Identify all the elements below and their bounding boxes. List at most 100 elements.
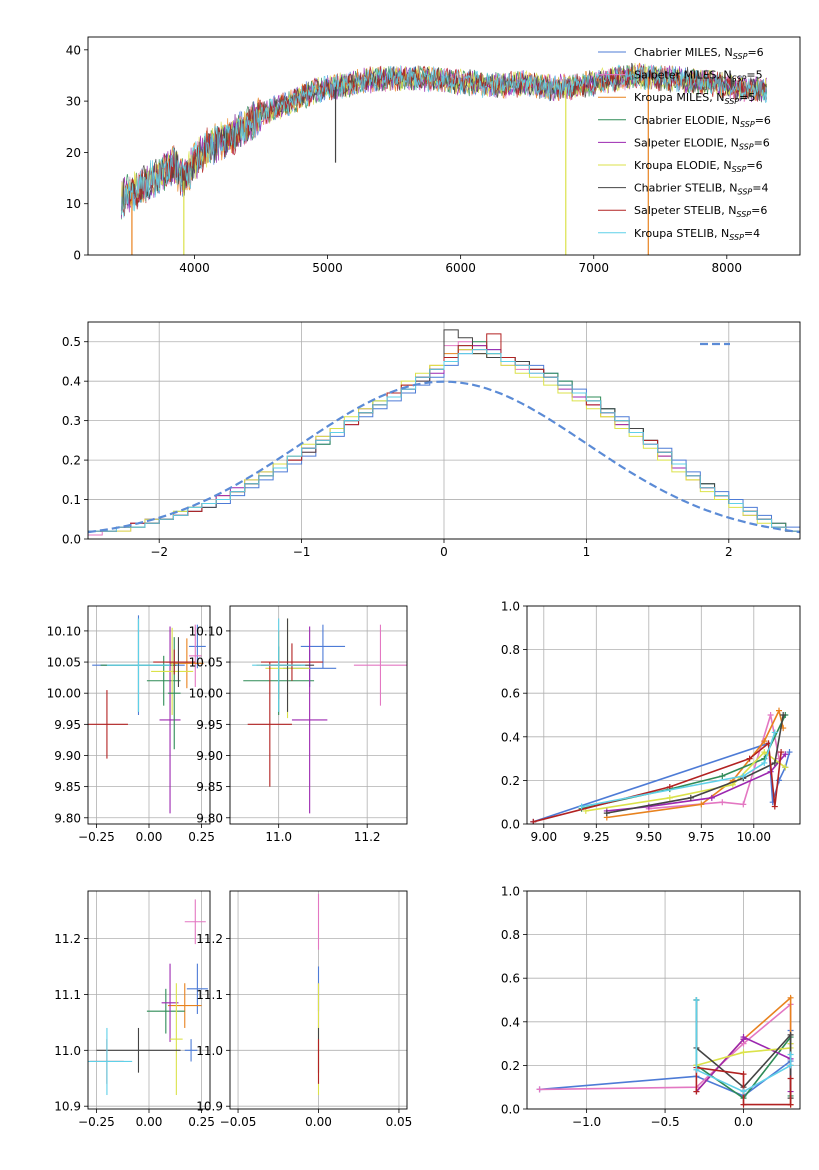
y-tick-label: 9.95 bbox=[54, 718, 81, 732]
y-tick-label: 0.8 bbox=[501, 928, 520, 942]
data-point bbox=[740, 1071, 747, 1078]
data-point bbox=[740, 1049, 747, 1056]
plot-area bbox=[120, 62, 768, 255]
chart-z-weight: −1.0 −0.5 0.0 0.0 0.2 0.4 0.6 0.8 1.0 bbox=[501, 885, 801, 1129]
x-tick-label: −2 bbox=[150, 545, 168, 559]
data-point bbox=[708, 794, 715, 801]
data-point bbox=[780, 712, 787, 718]
y-tick-label: 9.80 bbox=[196, 811, 223, 825]
y-tick-label: 10 bbox=[66, 197, 81, 211]
x-tick-label: 10.00 bbox=[737, 830, 771, 844]
y-tick-label: 11.2 bbox=[196, 932, 223, 946]
x-tick-label: 11.0 bbox=[265, 830, 292, 844]
weight-line bbox=[581, 732, 776, 808]
data-point bbox=[786, 749, 793, 756]
legend-label: Chabrier STELIB, NSSP=4 bbox=[634, 182, 768, 197]
x-tick-label: −1.0 bbox=[572, 1115, 601, 1129]
y-tick-label: 0.4 bbox=[501, 730, 520, 744]
chart-mass-age: 11.0 11.2 9.80 9.85 9.90 9.95 10.00 10.05 10.10 bbox=[189, 605, 408, 844]
axes-frame bbox=[229, 605, 408, 825]
data-point bbox=[761, 749, 768, 756]
y-tick-label: 11.1 bbox=[196, 988, 223, 1002]
axes-frame bbox=[229, 890, 408, 1110]
histogram-step bbox=[88, 349, 800, 539]
histogram-step bbox=[88, 345, 800, 539]
y-tick-label: 11.2 bbox=[54, 932, 81, 946]
data-point bbox=[787, 1101, 794, 1108]
x-tick-label: −0.5 bbox=[650, 1115, 679, 1129]
data-point bbox=[693, 1066, 700, 1073]
x-tick-label: 2 bbox=[725, 545, 733, 559]
y-tick-label: 0.4 bbox=[62, 375, 81, 389]
y-tick-label: 10.10 bbox=[189, 624, 223, 638]
data-point bbox=[761, 759, 768, 766]
y-tick-label: 0.8 bbox=[501, 643, 520, 657]
data-point bbox=[687, 794, 694, 801]
plot-area bbox=[536, 994, 794, 1108]
y-tick-label: 9.80 bbox=[54, 811, 81, 825]
weight-line bbox=[533, 741, 782, 823]
y-tick-label: 9.85 bbox=[196, 780, 223, 794]
x-tick-label: −0.25 bbox=[78, 830, 115, 844]
y-tick-label: 1.0 bbox=[501, 600, 520, 614]
plot-area bbox=[88, 899, 208, 1096]
data-point bbox=[578, 803, 585, 810]
x-tick-label: 6000 bbox=[445, 261, 476, 275]
y-tick-label: 0.4 bbox=[501, 1015, 520, 1029]
chart-residuals: −2 −1 0 1 2 0.0 0.1 0.2 0.3 0.4 0.5 bbox=[62, 321, 801, 559]
legend-label: Kroupa STELIB, NSSP=4 bbox=[634, 227, 760, 242]
data-point bbox=[767, 712, 774, 718]
y-tick-label: 10.05 bbox=[47, 656, 81, 670]
data-point bbox=[761, 738, 768, 745]
y-tick-label: 10.00 bbox=[189, 687, 223, 701]
y-tick-label: 11.0 bbox=[54, 1044, 81, 1058]
axes-frame bbox=[87, 36, 801, 256]
y-tick-label: 0.2 bbox=[62, 454, 81, 468]
chart-ebv-mass: −0.05 0.00 0.05 10.9 11.0 11.1 11.2 bbox=[196, 890, 412, 1129]
data-point bbox=[693, 1088, 700, 1095]
data-point bbox=[771, 803, 778, 810]
chart-age-weight: 9.00 9.25 9.50 9.75 10.00 0.0 0.2 0.4 0.6 0.8 1.0 bbox=[501, 600, 801, 844]
data-point bbox=[693, 997, 700, 1003]
plot-area bbox=[243, 618, 407, 814]
data-point bbox=[782, 764, 789, 771]
y-tick-label: 11.0 bbox=[196, 1044, 223, 1058]
x-tick-label: −1 bbox=[293, 545, 311, 559]
y-tick-label: 9.85 bbox=[54, 780, 81, 794]
x-tick-label: 0.25 bbox=[188, 830, 215, 844]
y-tick-label: 0.6 bbox=[501, 687, 520, 701]
data-point bbox=[740, 1034, 747, 1041]
data-point bbox=[787, 1051, 794, 1058]
y-tick-label: 30 bbox=[66, 95, 81, 109]
y-tick-label: 0.3 bbox=[62, 414, 81, 428]
y-tick-label: 10.10 bbox=[47, 624, 81, 638]
legend-label: Salpeter STELIB, NSSP=6 bbox=[634, 204, 767, 219]
plot-area bbox=[88, 615, 206, 814]
data-point bbox=[787, 1031, 794, 1038]
chart-spectrum: 4000 5000 6000 7000 8000 0 10 20 30 40 Chabrier MI… bbox=[66, 36, 801, 275]
data-point bbox=[740, 801, 747, 808]
data-point bbox=[787, 1075, 794, 1082]
y-tick-label: 9.90 bbox=[196, 749, 223, 763]
y-tick-label: 0 bbox=[73, 249, 81, 263]
data-point bbox=[771, 729, 778, 736]
x-tick-label: 5000 bbox=[312, 261, 343, 275]
y-tick-label: 0.2 bbox=[501, 774, 520, 788]
plot-area bbox=[88, 329, 800, 539]
x-tick-label: 9.50 bbox=[635, 830, 662, 844]
data-point bbox=[787, 994, 794, 1001]
axes-frame bbox=[87, 605, 211, 825]
x-tick-label: 9.75 bbox=[688, 830, 715, 844]
x-tick-label: 0.00 bbox=[136, 1115, 163, 1129]
x-tick-label: −0.05 bbox=[220, 1115, 257, 1129]
y-tick-label: 0.0 bbox=[501, 1103, 520, 1117]
x-tick-label: −0.25 bbox=[78, 1115, 115, 1129]
spectrum-line bbox=[120, 64, 768, 218]
x-tick-label: 9.00 bbox=[530, 830, 557, 844]
legend-label: Kroupa MILES, NSSP=5 bbox=[634, 91, 755, 106]
x-tick-label: 0.25 bbox=[188, 1115, 215, 1129]
legend-label: Kroupa ELODIE, NSSP=6 bbox=[634, 159, 763, 174]
data-point bbox=[719, 773, 726, 780]
weight-line bbox=[606, 708, 784, 819]
